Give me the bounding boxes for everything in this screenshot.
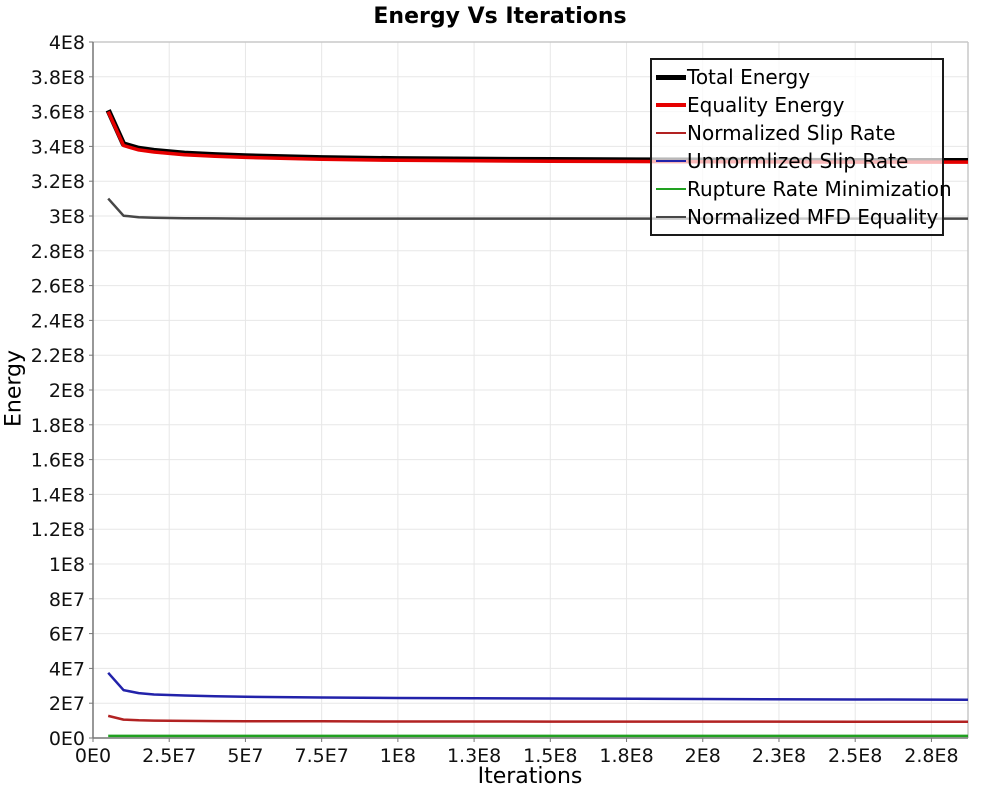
svg-text:6E7: 6E7 bbox=[49, 624, 85, 646]
legend-item-rupture-rate-minimization: Rupture Rate Minimization bbox=[656, 175, 952, 203]
svg-text:2.2E8: 2.2E8 bbox=[31, 345, 85, 367]
normalized-mfd-equality-line-swatch bbox=[656, 215, 686, 219]
svg-text:3E8: 3E8 bbox=[49, 206, 85, 228]
svg-text:5E7: 5E7 bbox=[227, 745, 263, 767]
equality-energy-line-swatch bbox=[656, 103, 686, 107]
svg-text:2E7: 2E7 bbox=[49, 693, 85, 715]
svg-text:3.6E8: 3.6E8 bbox=[31, 102, 85, 124]
rupture-rate-minimization-line-swatch bbox=[656, 187, 686, 191]
legend-label: Normalized MFD Equality bbox=[687, 205, 939, 229]
legend-label: Total Energy bbox=[687, 65, 811, 89]
svg-text:7.5E7: 7.5E7 bbox=[295, 745, 349, 767]
legend-label: Equality Energy bbox=[687, 93, 845, 117]
axis-tick-labels: 0E0 2E7 4E7 6E7 8E7 1E8 1.2E8 1.4E8 1.6E8 1.8E8 2E… bbox=[31, 32, 959, 767]
legend-item-normalized-mfd-equality: Normalized MFD Equality bbox=[656, 203, 939, 231]
legend-label: Rupture Rate Minimization bbox=[687, 177, 952, 201]
total-energy-line-swatch bbox=[656, 74, 686, 80]
legend-label: Unnormlized Slip Rate bbox=[687, 149, 909, 173]
svg-text:1.6E8: 1.6E8 bbox=[31, 450, 85, 472]
normalized-slip-rate-line-swatch bbox=[656, 131, 686, 135]
svg-text:3.8E8: 3.8E8 bbox=[31, 67, 85, 89]
svg-text:1.2E8: 1.2E8 bbox=[31, 519, 85, 541]
svg-text:2.5E7: 2.5E7 bbox=[142, 745, 196, 767]
svg-text:2.8E8: 2.8E8 bbox=[31, 241, 85, 263]
svg-text:1E8: 1E8 bbox=[49, 554, 85, 576]
legend-box: Total Energy Equality Energy Normalized … bbox=[650, 58, 952, 236]
svg-text:0E0: 0E0 bbox=[75, 745, 111, 767]
axis-ticks bbox=[89, 41, 932, 742]
legend-item-unnormlized-slip-rate: Unnormlized Slip Rate bbox=[656, 147, 936, 175]
legend-item-normalized-slip-rate: Normalized Slip Rate bbox=[656, 119, 936, 147]
svg-text:1.8E8: 1.8E8 bbox=[599, 745, 653, 767]
svg-text:2.6E8: 2.6E8 bbox=[31, 276, 85, 298]
svg-text:4E7: 4E7 bbox=[49, 658, 85, 680]
svg-text:2.5E8: 2.5E8 bbox=[828, 745, 882, 767]
svg-text:2.8E8: 2.8E8 bbox=[904, 745, 958, 767]
svg-text:4E8: 4E8 bbox=[49, 32, 85, 54]
svg-text:2.4E8: 2.4E8 bbox=[31, 310, 85, 332]
svg-text:3.4E8: 3.4E8 bbox=[31, 136, 85, 158]
svg-text:1.8E8: 1.8E8 bbox=[31, 415, 85, 437]
svg-text:1.4E8: 1.4E8 bbox=[31, 484, 85, 506]
chart-title: Energy Vs Iterations bbox=[373, 4, 627, 29]
legend-item-equality-energy: Equality Energy bbox=[656, 91, 936, 119]
svg-text:2.3E8: 2.3E8 bbox=[752, 745, 806, 767]
svg-text:1.5E8: 1.5E8 bbox=[523, 745, 577, 767]
svg-text:2E8: 2E8 bbox=[49, 380, 85, 402]
svg-text:1E8: 1E8 bbox=[380, 745, 416, 767]
svg-text:0E0: 0E0 bbox=[49, 728, 85, 750]
unnormlized-slip-rate-line-swatch bbox=[656, 159, 686, 163]
series-line-2 bbox=[107, 714, 968, 724]
svg-text:1.3E8: 1.3E8 bbox=[447, 745, 501, 767]
series-line-3 bbox=[107, 671, 968, 701]
legend-item-total-energy: Total Energy bbox=[656, 63, 936, 91]
svg-text:2E8: 2E8 bbox=[685, 745, 721, 767]
svg-text:8E7: 8E7 bbox=[49, 589, 85, 611]
x-axis-label: Iterations bbox=[477, 764, 583, 789]
legend-label: Normalized Slip Rate bbox=[687, 121, 896, 145]
y-axis-label: Energy bbox=[1, 349, 27, 428]
svg-text:3.2E8: 3.2E8 bbox=[31, 171, 85, 193]
